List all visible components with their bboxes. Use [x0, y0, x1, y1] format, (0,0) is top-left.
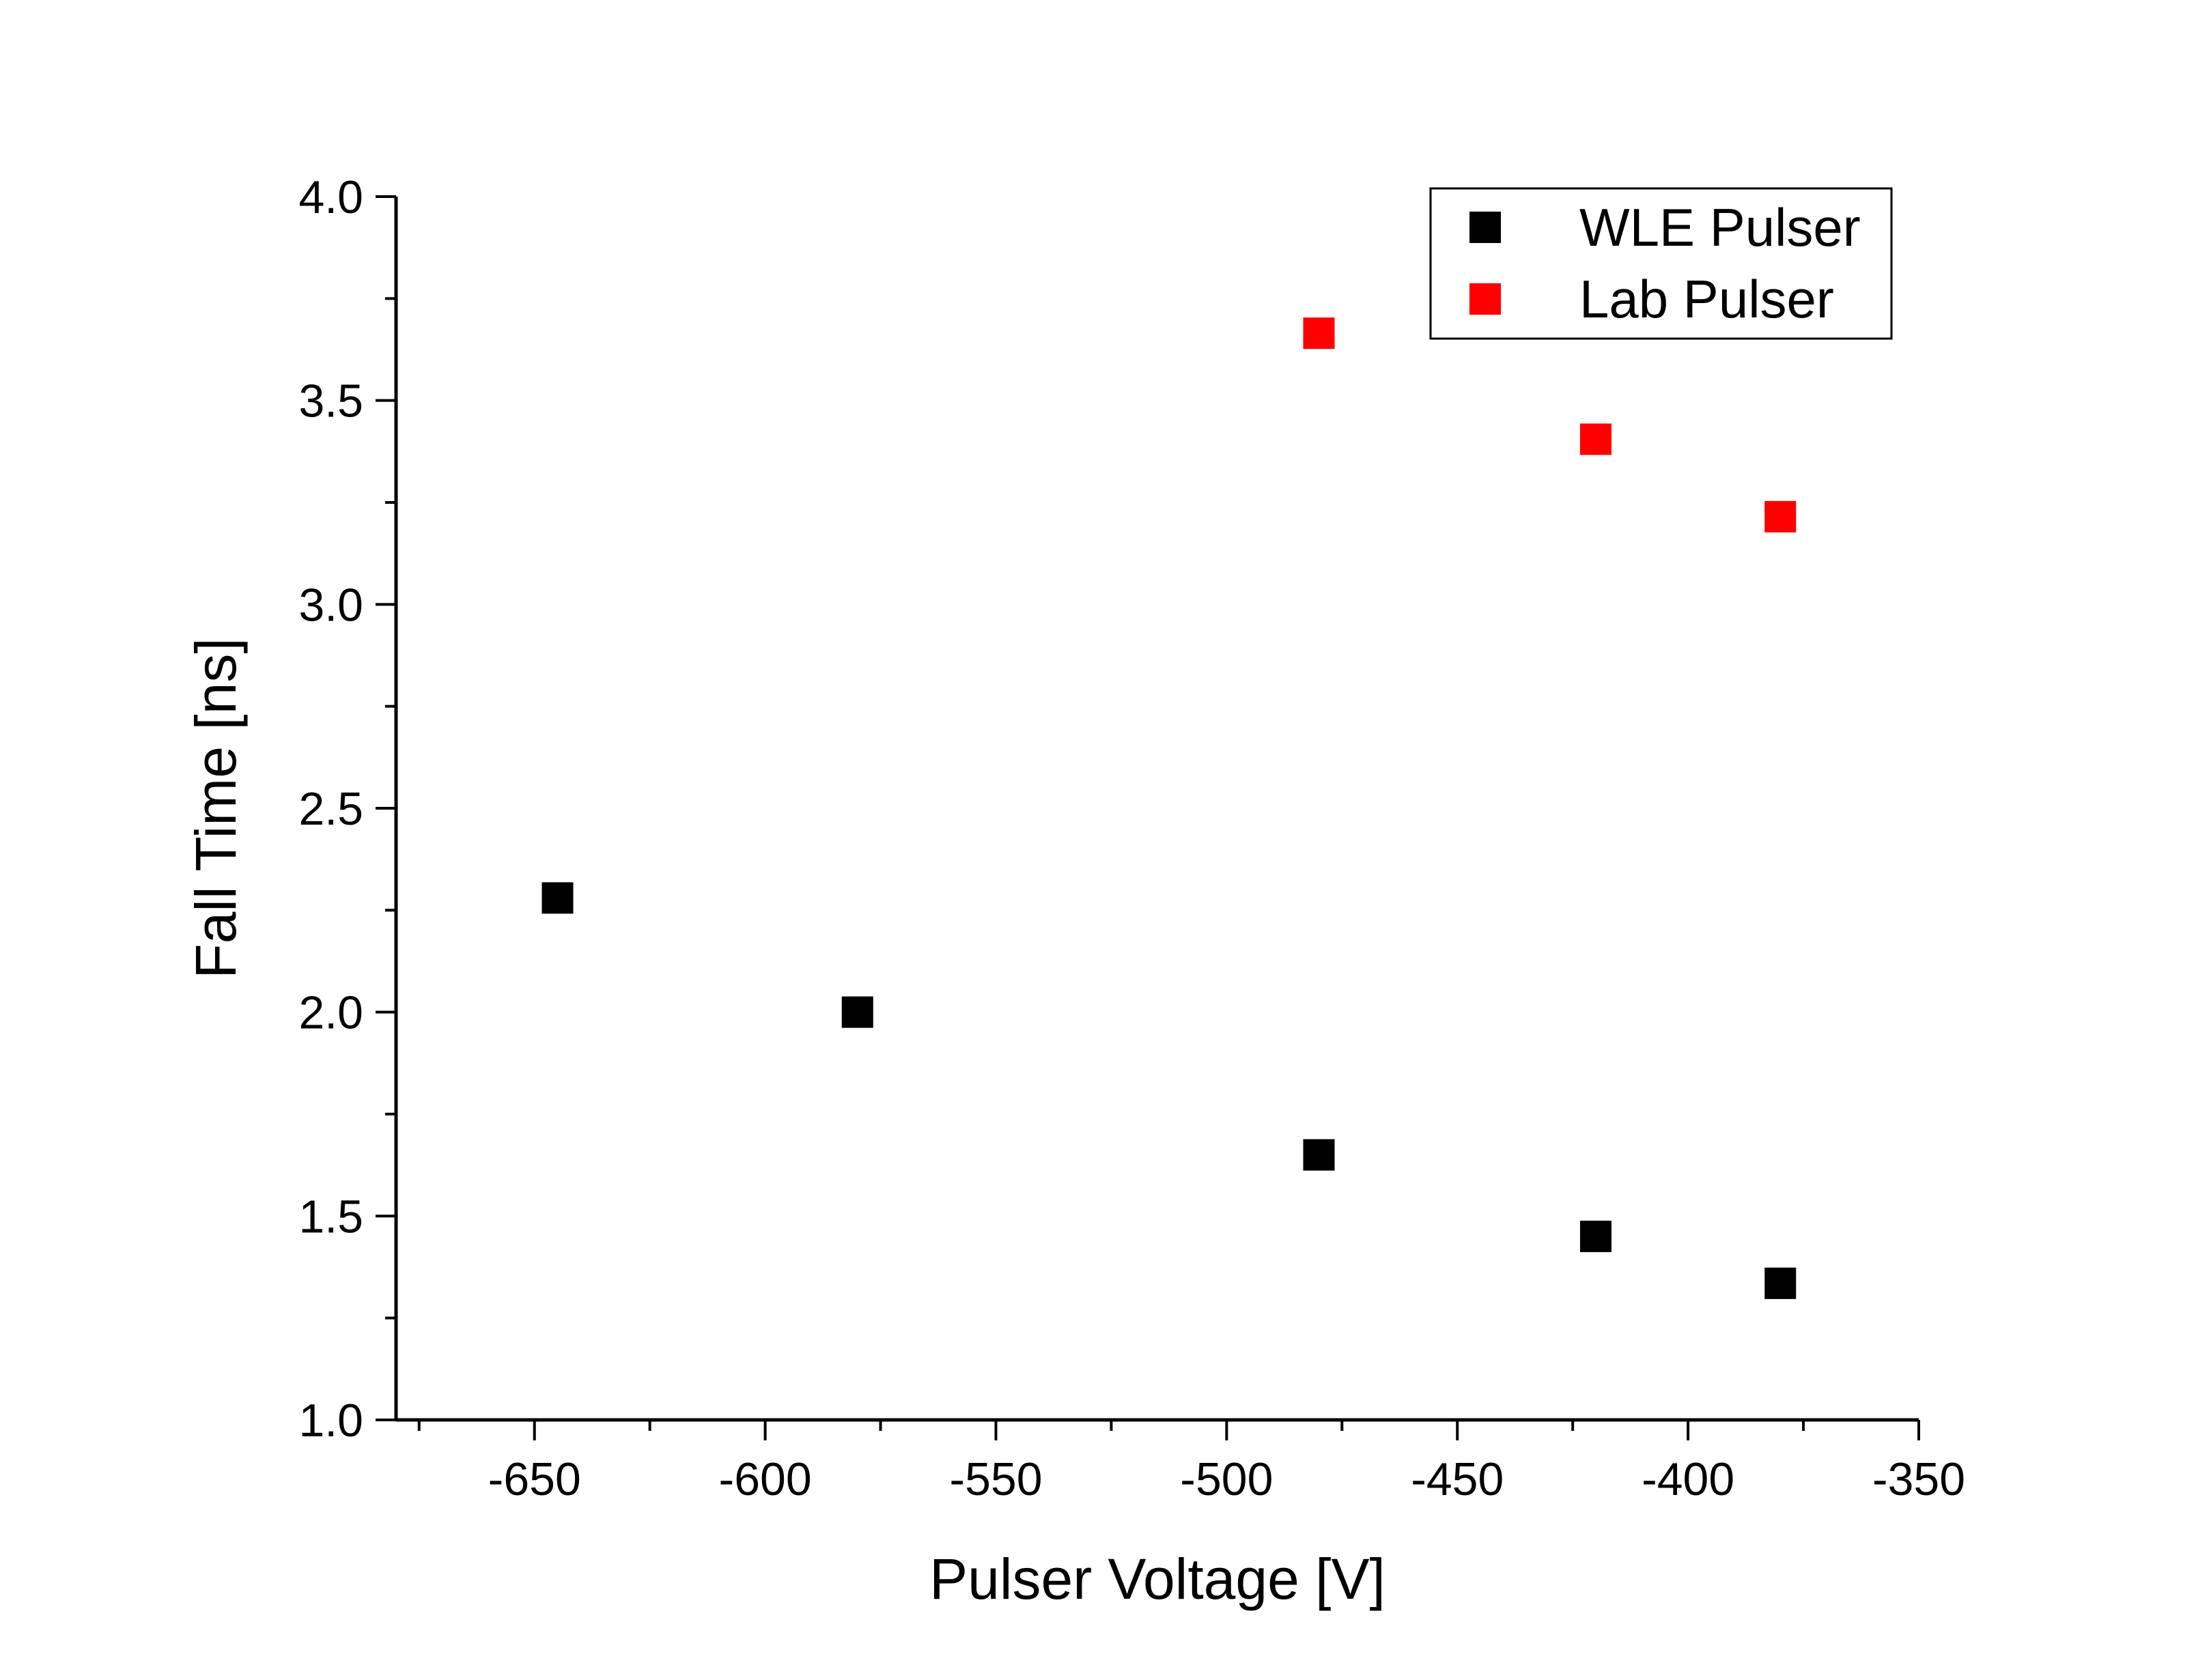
- y-tick-label: 2.5: [298, 783, 363, 835]
- x-axis-ticks: -650 -600 -550 -500 -450 -400 -350: [417, 1420, 1965, 1505]
- data-point-wle-pulser: [1579, 1221, 1611, 1253]
- x-tick-label: -550: [949, 1453, 1042, 1505]
- data-point-wle-pulser: [1764, 1267, 1797, 1299]
- y-axis-ticks: 1.0 1.5 2.0 2.5 3.0 3.5 4.0: [298, 171, 396, 1447]
- legend-label-lab-pulser: Lab Pulser: [1579, 269, 1834, 329]
- x-tick-label: -600: [719, 1453, 812, 1505]
- data-point-lab-pulser: [1303, 317, 1335, 350]
- data-point-wle-pulser: [541, 882, 574, 914]
- data-point-lab-pulser: [1764, 500, 1797, 532]
- x-tick-label: -650: [488, 1453, 581, 1505]
- legend-label-wle-pulser: WLE Pulser: [1579, 197, 1861, 257]
- axes: [394, 197, 1919, 1422]
- data-points: [541, 317, 1797, 1299]
- x-tick-label: -400: [1642, 1453, 1734, 1505]
- x-tick-label: -350: [1872, 1453, 1965, 1505]
- x-tick-label: -500: [1180, 1453, 1273, 1505]
- y-tick-label: 1.5: [298, 1191, 363, 1242]
- y-tick-label: 2.0: [298, 987, 363, 1039]
- legend-swatch-lab-pulser: [1469, 283, 1501, 315]
- y-axis-title: Fall Time [ns]: [184, 638, 248, 978]
- legend: WLE Pulser Lab Pulser: [1429, 187, 1893, 340]
- data-point-wle-pulser: [1303, 1139, 1335, 1171]
- data-point-lab-pulser: [1579, 423, 1611, 455]
- legend-box: [1429, 187, 1893, 340]
- y-tick-label: 3.5: [298, 375, 363, 427]
- y-tick-label: 1.0: [298, 1395, 363, 1447]
- y-tick-label: 4.0: [298, 171, 363, 223]
- x-tick-label: -450: [1411, 1453, 1504, 1505]
- data-point-wle-pulser: [841, 996, 873, 1028]
- y-tick-label: 3.0: [298, 579, 363, 631]
- legend-swatch-wle-pulser: [1469, 212, 1501, 243]
- x-axis-title: Pulser Voltage [V]: [929, 1547, 1385, 1611]
